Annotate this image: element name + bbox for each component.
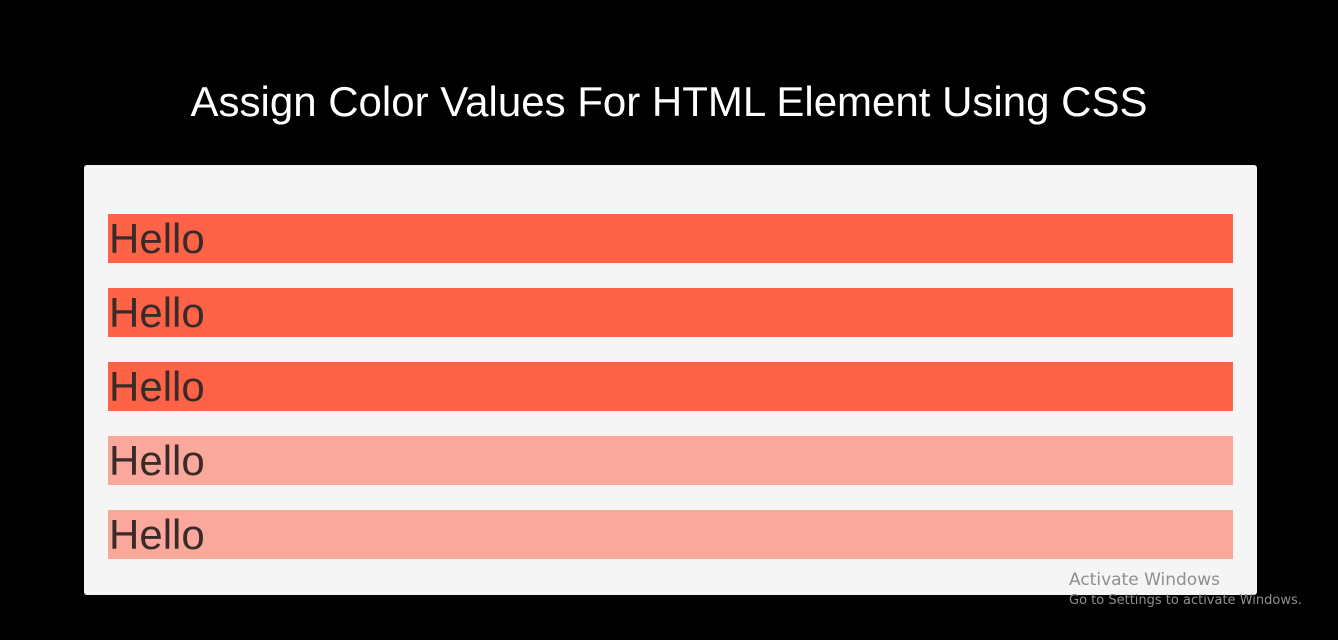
hello-row-3: Hello — [108, 362, 1233, 411]
page-title: Assign Color Values For HTML Element Usi… — [190, 78, 1148, 125]
hello-row-4: Hello — [108, 436, 1233, 485]
hello-row-1: Hello — [108, 214, 1233, 263]
hello-list: Hello Hello Hello Hello Hello — [108, 214, 1233, 584]
content-panel: Hello Hello Hello Hello Hello — [84, 165, 1257, 595]
hello-row-2: Hello — [108, 288, 1233, 337]
hello-row-5: Hello — [108, 510, 1233, 559]
